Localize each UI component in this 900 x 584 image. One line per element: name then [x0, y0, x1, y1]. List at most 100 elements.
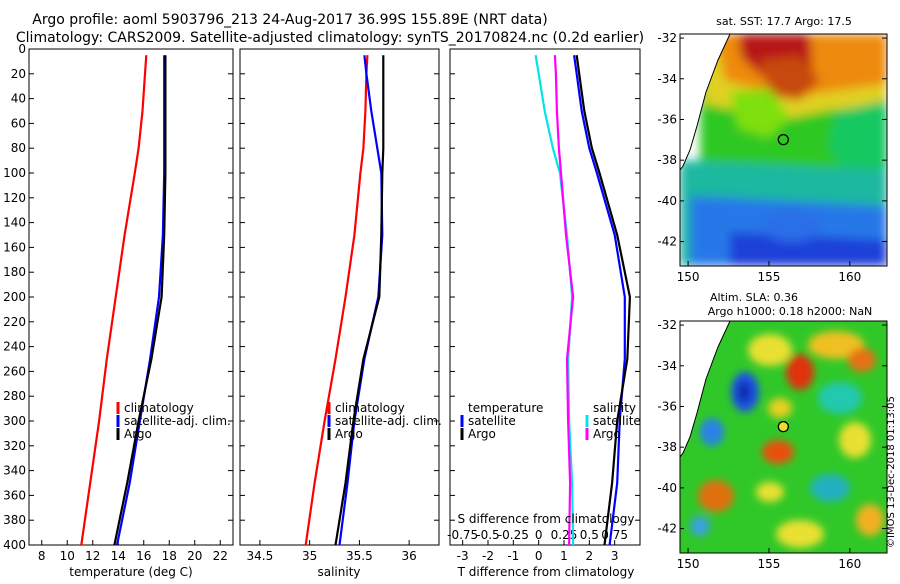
depth-tick-label: 400	[3, 538, 26, 552]
salinity-xlabel: salinity	[317, 565, 360, 579]
sla-map-field	[680, 321, 887, 553]
depth-tick-label: 100	[3, 166, 26, 180]
difference-xtick-label: 2	[586, 549, 594, 563]
sst-coastline	[680, 34, 731, 171]
sst_map-lon-tick-label: 155	[757, 270, 780, 284]
salinity-xtick-label: 34.5	[247, 549, 274, 563]
temperature-legend-satellite: satellite-adj. clim.	[124, 414, 231, 428]
temperature-xtick-label: 10	[60, 549, 75, 563]
figure-title-line1: Argo profile: aoml 5903796_213 24-Aug-20…	[32, 12, 547, 28]
depth-tick-label: 380	[3, 513, 26, 527]
sst-map: sat. SST: 17.7 Argo: 17.5 150 155 160-32-3	[657, 15, 888, 284]
salinity-plot-frame	[239, 48, 440, 546]
sla_map-lat-tick-label: -42	[657, 522, 677, 536]
sst-map-field	[680, 34, 887, 266]
temperature-series-satellite-adj-clim-	[115, 55, 166, 545]
difference-legend-s-argo: Argo	[593, 427, 621, 441]
difference-s-tick-label: 0.75	[601, 528, 628, 542]
difference-s-tick-label: 0.25	[551, 528, 578, 542]
temperature-series-climatology	[80, 55, 148, 545]
depth-tick-label: 200	[3, 290, 26, 304]
sst-map-title: sat. SST: 17.7 Argo: 17.5	[716, 15, 852, 28]
depth-tick-label: 140	[3, 216, 26, 230]
difference-legend-salinity: salinity satellite Argo	[585, 401, 641, 441]
figure-title-line2: Climatology: CARS2009. Satellite-adjuste…	[16, 30, 644, 46]
sst_map-lat-tick-label: -38	[657, 153, 677, 167]
difference-series-s-argo	[553, 55, 575, 545]
sst_map-lat-tick-label: -34	[657, 72, 677, 86]
salinity-series-climatology	[304, 55, 369, 545]
salinity-legend-satellite: satellite-adj. clim.	[335, 414, 442, 428]
salinity-legend-climatology: climatology	[335, 401, 405, 415]
depth-tick-label: 20	[11, 67, 26, 81]
salinity-xtick-label: 35	[302, 549, 317, 563]
difference-xtick-label: -2	[482, 549, 494, 563]
difference-xtick-label: 1	[560, 549, 568, 563]
sla_map-lon-tick-label: 155	[757, 557, 780, 571]
salinity-xtick-label: 36	[402, 549, 417, 563]
depth-tick-label: 320	[3, 439, 26, 453]
difference-s-tick-label: -0.5	[476, 528, 499, 542]
depth-tick-label: 360	[3, 488, 26, 502]
difference-legend-t-satellite: satellite	[468, 414, 516, 428]
depth-tick-label: 120	[3, 191, 26, 205]
temperature-xtick-label: 12	[85, 549, 100, 563]
temperature-xtick-label: 14	[111, 549, 126, 563]
difference-legend-temperature: temperature satellite Argo	[460, 401, 543, 441]
sst-map-frame	[679, 33, 888, 267]
sla-map: Altim. SLA: 0.36 Argo h1000: 0.18 h2000:…	[657, 291, 888, 571]
difference-series-t-satellite	[573, 55, 626, 545]
depth-tick-label: 280	[3, 389, 26, 403]
salinity-legend-argo: Argo	[335, 427, 363, 441]
difference-plot-frame	[449, 48, 641, 546]
sst_map-lat-tick-label: -32	[657, 31, 677, 45]
difference-legend-s-satellite: satellite	[593, 414, 641, 428]
sla-map-frame	[679, 320, 888, 554]
difference-top-xlabel: S difference from climatology	[458, 512, 635, 526]
sla_map-lon-tick-label: 150	[677, 557, 700, 571]
difference-s-tick-label: -0.25	[498, 528, 529, 542]
difference-panel: -3 -2 -1 0 1 2 3 -0.75-0.5-0.25 0 0.25 0.5 0.75 tem…	[447, 48, 641, 579]
sst_map-lat-tick-label: -42	[657, 235, 677, 249]
sst-argo-marker	[777, 133, 789, 146]
depth-tick-label: 80	[11, 141, 26, 155]
difference-legend-temperature-title: temperature	[468, 401, 543, 415]
difference-xtick-label: 0	[535, 549, 543, 563]
temperature-xtick-label: 22	[213, 549, 228, 563]
depth-tick-label: 300	[3, 414, 26, 428]
difference-series-t-argo	[575, 55, 632, 545]
temperature-legend-argo: Argo	[124, 427, 152, 441]
sla-argo-marker	[777, 420, 789, 433]
temperature-xtick-label: 20	[187, 549, 202, 563]
depth-tick-label: 40	[11, 92, 26, 106]
sla_map-lon-tick-label: 160	[838, 557, 861, 571]
temperature-legend-climatology: climatology	[124, 401, 194, 415]
temperature-series-argo	[113, 55, 167, 545]
sla_map-lat-tick-label: -34	[657, 359, 677, 373]
sst_map-lat-tick-label: -36	[657, 112, 677, 126]
sla-map-title-line1: Altim. SLA: 0.36	[710, 291, 798, 304]
difference-legend-t-argo: Argo	[468, 427, 496, 441]
depth-tick-label: 0	[18, 42, 26, 56]
difference-s-tick-label: -0.75	[447, 528, 478, 542]
temperature-panel: 8 10 12 14 16 18 20 220204060801001201401601802…	[3, 42, 234, 579]
depth-tick-label: 240	[3, 340, 26, 354]
difference-s-tick-label: 0.5	[580, 528, 599, 542]
difference-xtick-label: 3	[611, 549, 619, 563]
difference-s-tick-label: 0	[535, 528, 543, 542]
difference-legend-salinity-title: salinity	[593, 401, 636, 415]
depth-tick-label: 340	[3, 464, 26, 478]
difference-xlabel: T difference from climatology	[457, 565, 635, 579]
depth-tick-label: 60	[11, 116, 26, 130]
sla-coastline	[680, 321, 731, 458]
salinity-xtick-label: 35.5	[346, 549, 373, 563]
depth-tick-label: 220	[3, 315, 26, 329]
temperature-xtick-label: 8	[38, 549, 46, 563]
sla_map-lat-tick-label: -36	[657, 399, 677, 413]
temperature-xlabel: temperature (deg C)	[69, 565, 192, 579]
sla_map-lat-tick-label: -40	[657, 481, 677, 495]
temperature-legend: climatology satellite-adj. clim. Argo	[116, 401, 231, 441]
salinity-legend: climatology satellite-adj. clim. Argo	[327, 401, 442, 441]
sst_map-lon-tick-label: 160	[838, 270, 861, 284]
